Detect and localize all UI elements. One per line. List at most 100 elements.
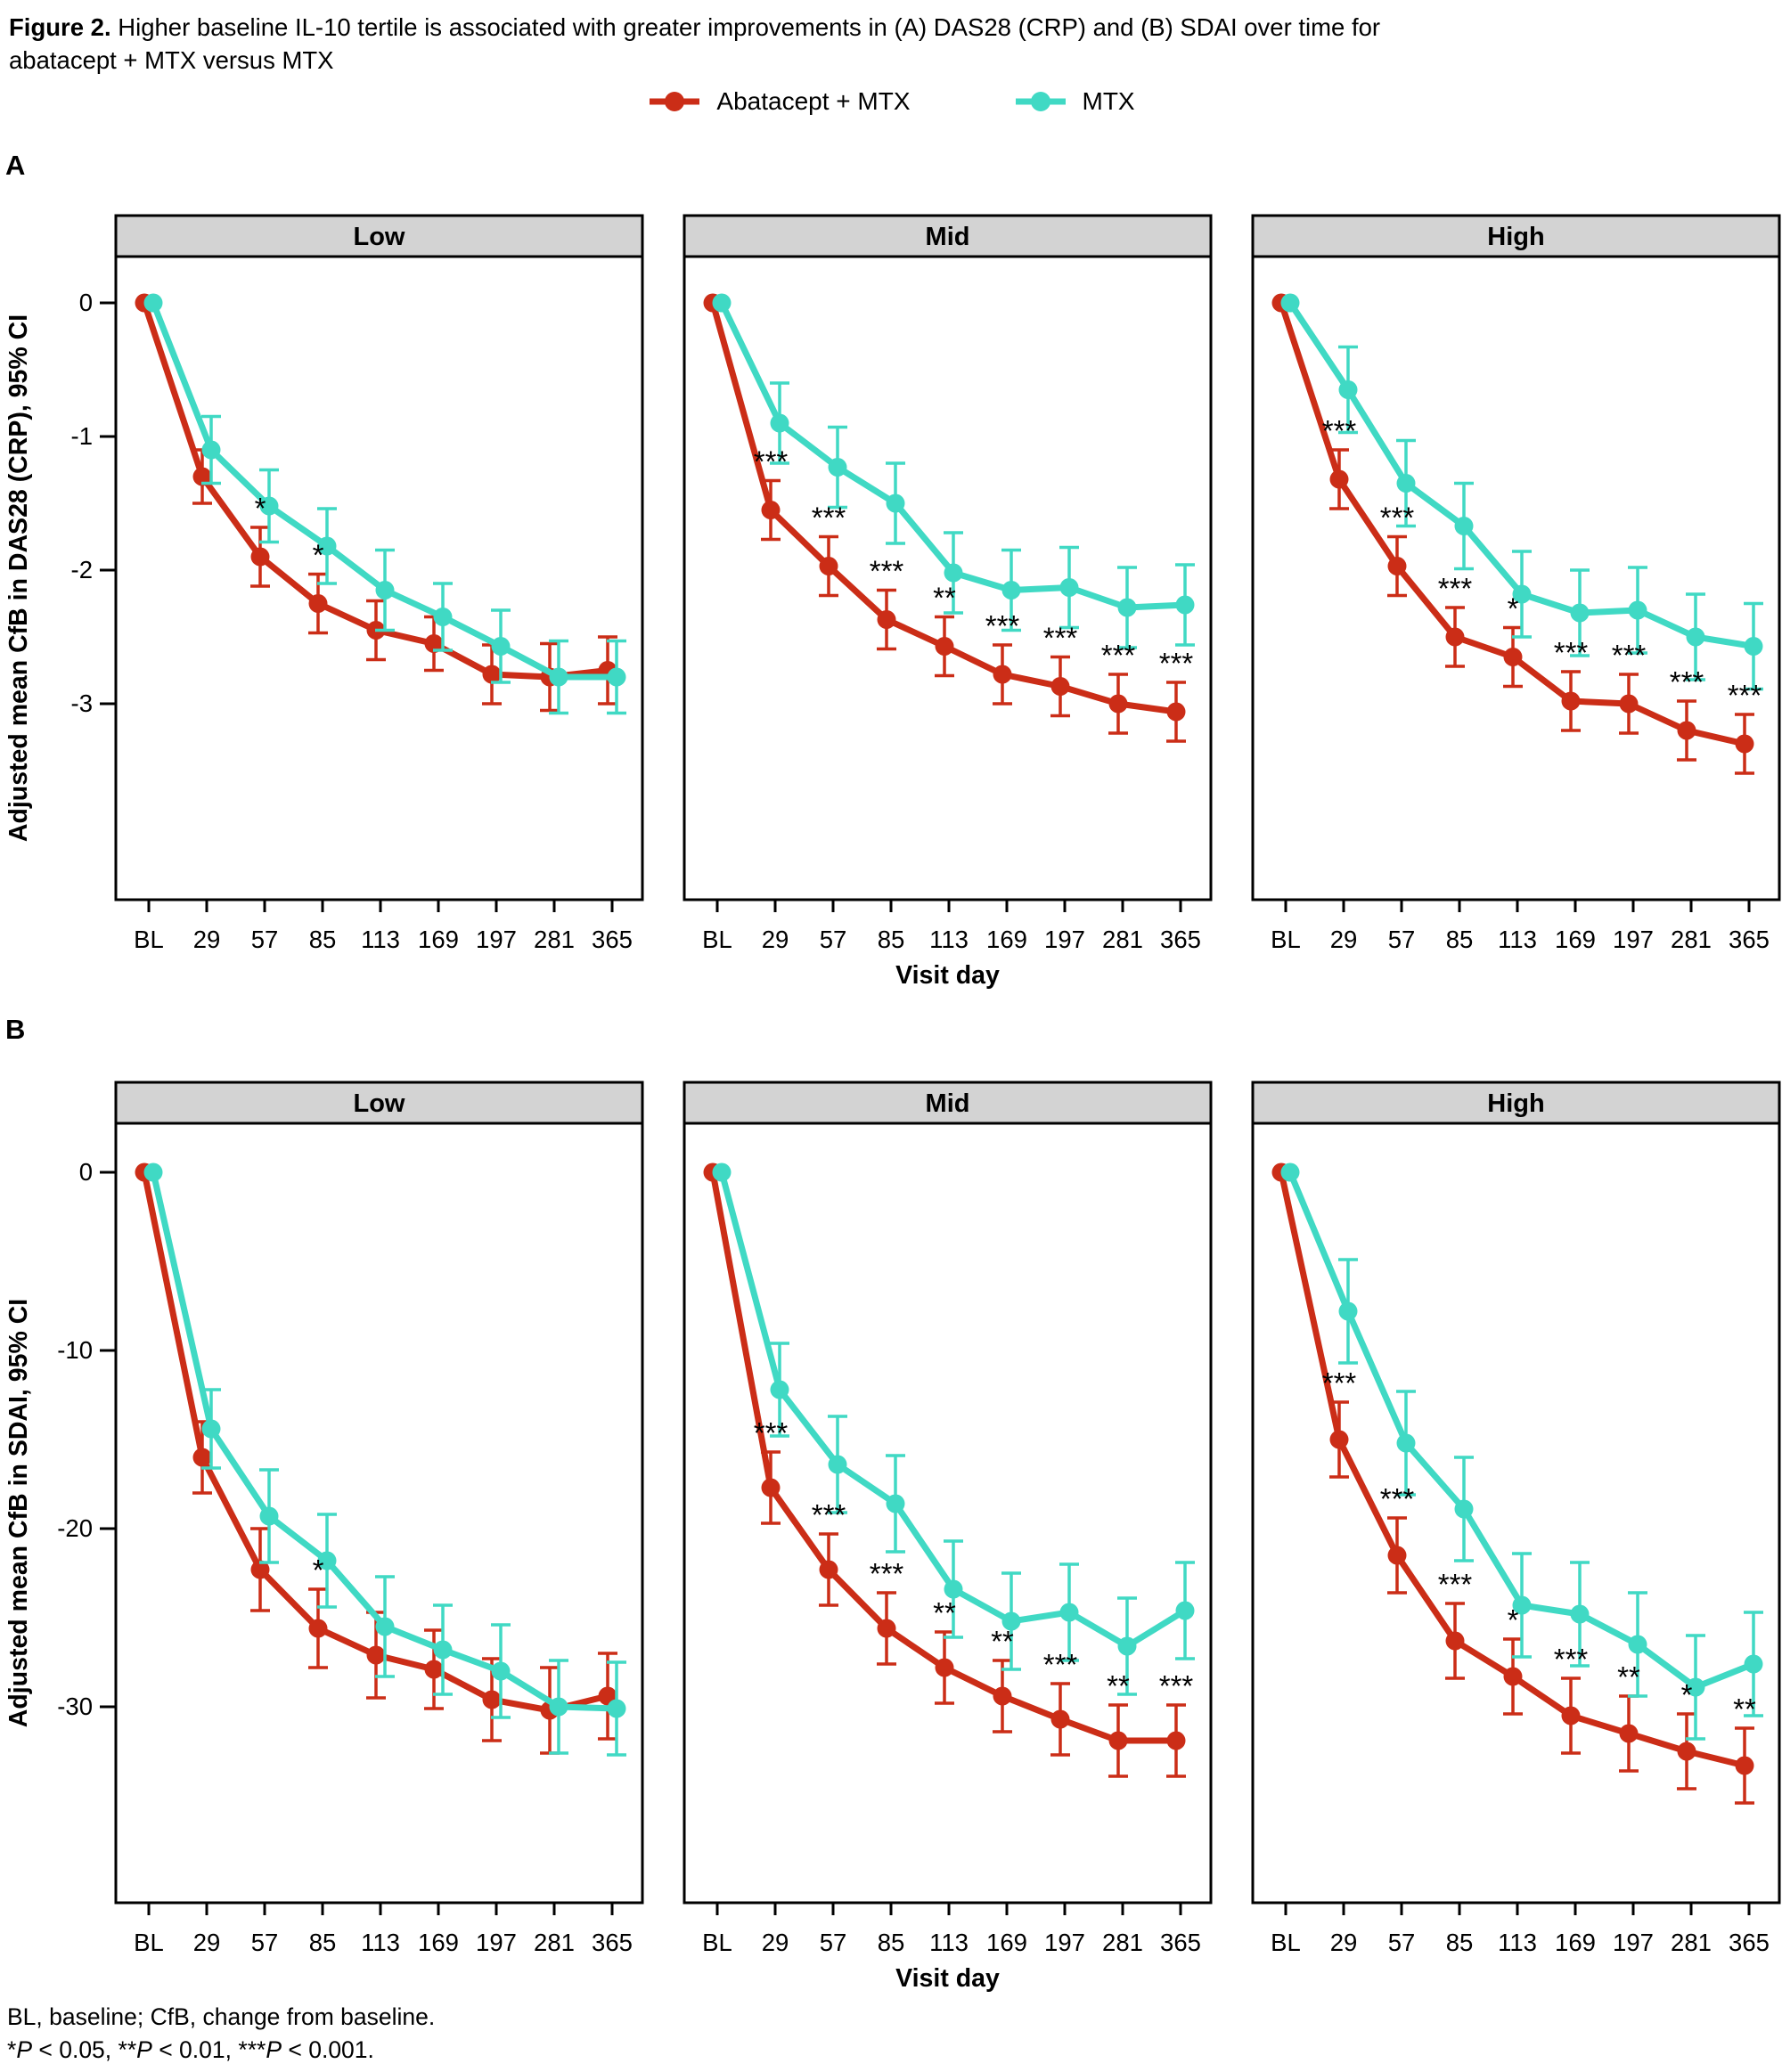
x-axis-tick-label: 365 xyxy=(1729,1929,1770,1956)
x-axis-tick-label: 281 xyxy=(1102,1929,1143,1956)
data-point xyxy=(1329,1430,1349,1449)
data-point xyxy=(250,1560,270,1579)
data-point xyxy=(491,1661,511,1681)
data-point xyxy=(1059,578,1079,597)
data-point xyxy=(433,1640,453,1660)
data-point xyxy=(944,563,963,583)
facet-title: High xyxy=(1487,1089,1544,1118)
x-axis-tick-label: 57 xyxy=(1388,1929,1416,1956)
data-point xyxy=(1001,1611,1021,1631)
panel-b-letter: B xyxy=(5,1014,26,1045)
data-point xyxy=(1280,293,1300,313)
y-axis-tick-label: -10 xyxy=(57,1336,93,1364)
significance-stars: *** xyxy=(1101,639,1136,672)
data-point xyxy=(491,637,511,656)
facet-title: Mid xyxy=(926,1089,970,1118)
x-axis-tick-label: 85 xyxy=(878,926,905,953)
figure-title: Figure 2. Higher baseline IL-10 tertile … xyxy=(9,11,1769,77)
data-point xyxy=(259,496,279,516)
facet-title: Mid xyxy=(926,223,970,251)
data-point xyxy=(886,1494,905,1513)
data-point xyxy=(877,1619,896,1638)
data-point xyxy=(1175,1601,1195,1620)
significance-stars: *** xyxy=(1159,647,1194,680)
data-point xyxy=(1744,637,1763,656)
x-axis-tick-label: 169 xyxy=(986,1929,1027,1956)
data-point xyxy=(1628,600,1647,620)
significance-stars: *** xyxy=(1380,502,1415,534)
panel-a-letter: A xyxy=(5,150,26,181)
data-point xyxy=(828,458,847,477)
x-axis-tick-label: BL xyxy=(702,1929,732,1956)
x-axis-tick-label: 113 xyxy=(929,926,969,953)
panel-a-chart: Adjusted mean CfB in DAS28 (CRP), 95% CI… xyxy=(4,214,1781,990)
plot-frame xyxy=(1251,255,1781,901)
data-point xyxy=(1744,1654,1763,1674)
x-axis-tick-label: 197 xyxy=(476,1929,517,1956)
x-axis-tick-label: 29 xyxy=(1330,1929,1358,1956)
significance-stars: *** xyxy=(1380,1482,1415,1515)
y-axis-tick-label: 0 xyxy=(79,1158,93,1186)
footnote-significance: *P < 0.05, **P < 0.01, ***P < 0.001. xyxy=(7,2036,374,2063)
data-point xyxy=(1050,677,1070,696)
significance-stars: ** xyxy=(1107,1669,1130,1702)
x-axis-tick-label: 169 xyxy=(418,926,459,953)
data-point xyxy=(1108,1731,1128,1750)
x-axis-tick-label: 281 xyxy=(1671,1929,1712,1956)
x-axis-tick-label: 197 xyxy=(1044,926,1085,953)
data-point xyxy=(607,667,626,687)
data-point xyxy=(1166,702,1186,722)
x-axis-tick-label: 85 xyxy=(878,1929,905,1956)
data-point xyxy=(1280,1162,1300,1182)
facet-title: High xyxy=(1487,223,1544,251)
significance-stars: *** xyxy=(1043,622,1078,655)
data-point xyxy=(1628,1635,1647,1654)
data-point xyxy=(935,637,954,656)
legend-marker-abatacept-icon xyxy=(650,92,700,111)
x-axis-tick-label: BL xyxy=(702,926,732,953)
plot-frame xyxy=(683,1122,1213,1905)
x-axis-tick-label: 169 xyxy=(1555,1929,1596,1956)
y-axis-tick-label: -30 xyxy=(57,1693,93,1720)
x-axis-tick-label: 29 xyxy=(1330,926,1358,953)
data-point xyxy=(201,440,221,460)
significance-stars: *** xyxy=(754,1416,789,1449)
data-point xyxy=(770,413,789,433)
data-point xyxy=(1338,380,1358,399)
significance-stars: *** xyxy=(985,609,1020,642)
data-point xyxy=(1108,694,1128,714)
significance-stars: ** xyxy=(1617,1660,1640,1693)
facet-strip xyxy=(114,214,644,258)
y-axis-title: Adjusted mean CfB in DAS28 (CRP), 95% CI xyxy=(4,314,33,842)
x-axis-tick-label: BL xyxy=(134,926,164,953)
significance-stars: *** xyxy=(754,445,789,478)
legend-item-mtx: MTX xyxy=(1013,87,1135,116)
y-axis-title: Adjusted mean CfB in SDAI, 95% CI xyxy=(4,1299,33,1727)
legend-marker-mtx-icon xyxy=(1015,92,1066,111)
x-axis-tick-label: 281 xyxy=(534,926,575,953)
data-point xyxy=(317,536,337,556)
data-point xyxy=(944,1579,963,1599)
x-axis-tick-label: 169 xyxy=(418,1929,459,1956)
x-axis-tick-label: 57 xyxy=(1388,926,1416,953)
plot-frame xyxy=(114,1122,644,1905)
significance-stars: *** xyxy=(1322,1366,1357,1399)
x-axis-tick-label: 281 xyxy=(1671,926,1712,953)
figure-title-line2: abatacept + MTX versus MTX xyxy=(9,46,334,74)
significance-stars: ** xyxy=(991,1625,1014,1658)
x-axis-tick-label: 197 xyxy=(1613,926,1654,953)
x-axis-title: Visit day xyxy=(895,961,1000,990)
x-axis-tick-label: 29 xyxy=(193,1929,221,1956)
x-axis-tick-label: 169 xyxy=(986,926,1027,953)
legend-item-abatacept: Abatacept + MTX xyxy=(647,87,911,116)
data-point xyxy=(1166,1731,1186,1750)
data-point xyxy=(1561,1706,1581,1725)
significance-stars: * xyxy=(1508,1603,1519,1636)
x-axis-tick-label: 365 xyxy=(1160,1929,1201,1956)
data-point xyxy=(1619,1724,1639,1743)
x-axis-tick-label: 169 xyxy=(1555,926,1596,953)
figure-title-text: Higher baseline IL-10 tertile is associa… xyxy=(110,13,1381,41)
significance-stars: *** xyxy=(1322,414,1357,447)
data-point xyxy=(828,1455,847,1474)
legend-label-abatacept: Abatacept + MTX xyxy=(716,87,911,115)
